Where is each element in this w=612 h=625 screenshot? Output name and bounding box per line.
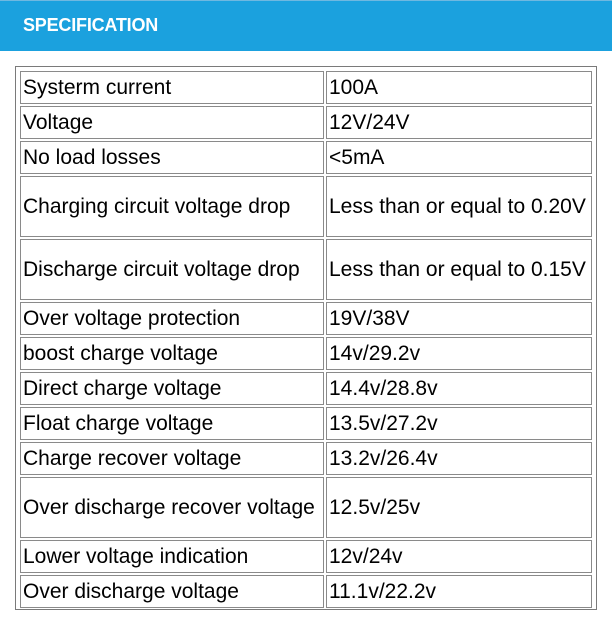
spec-value-cell: 12.5v/25v [326,477,592,538]
spec-name-cell: Direct charge voltage [20,372,324,405]
spec-name-cell: Over voltage protection [20,302,324,335]
table-row: boost charge voltage 14v/29.2v [20,337,592,370]
table-row: Over voltage protection 19V/38V [20,302,592,335]
spec-name-cell: Charging circuit voltage drop [20,176,324,237]
spec-value-cell: 11.1v/22.2v [326,575,592,608]
spec-value-cell: 19V/38V [326,302,592,335]
spec-value-cell: 12V/24V [326,106,592,139]
spec-value-cell: Less than or equal to 0.20V [326,176,592,237]
specification-header: SPECIFICATION [0,1,612,51]
spec-value-cell: 100A [326,71,592,104]
spec-name-cell: boost charge voltage [20,337,324,370]
specification-table-frame: Systerm current 100A Voltage 12V/24V No … [15,66,597,610]
table-row: Over discharge voltage 11.1v/22.2v [20,575,592,608]
spec-name-cell: Voltage [20,106,324,139]
table-row: Float charge voltage 13.5v/27.2v [20,407,592,440]
spec-name-cell: Over discharge voltage [20,575,324,608]
top-rule [0,0,612,1]
spec-value-cell: 13.2v/26.4v [326,442,592,475]
table-row: Charging circuit voltage drop Less than … [20,176,592,237]
table-row: Voltage 12V/24V [20,106,592,139]
spec-value-cell: 14v/29.2v [326,337,592,370]
table-row: Systerm current 100A [20,71,592,104]
spec-value-cell: Less than or equal to 0.15V [326,239,592,300]
specification-table: Systerm current 100A Voltage 12V/24V No … [18,69,594,610]
spec-name-cell: Discharge circuit voltage drop [20,239,324,300]
spec-name-cell: Systerm current [20,71,324,104]
table-row: Over discharge recover voltage 12.5v/25v [20,477,592,538]
spec-name-cell: Charge recover voltage [20,442,324,475]
spec-name-cell: No load losses [20,141,324,174]
section-title: SPECIFICATION [23,14,159,35]
table-row: Discharge circuit voltage drop Less than… [20,239,592,300]
spec-value-cell: 13.5v/27.2v [326,407,592,440]
spec-value-cell: <5mA [326,141,592,174]
spec-value-cell: 12v/24v [326,540,592,573]
spec-name-cell: Float charge voltage [20,407,324,440]
spec-name-cell: Over discharge recover voltage [20,477,324,538]
table-row: Charge recover voltage 13.2v/26.4v [20,442,592,475]
spec-value-cell: 14.4v/28.8v [326,372,592,405]
spec-name-cell: Lower voltage indication [20,540,324,573]
table-row: Lower voltage indication 12v/24v [20,540,592,573]
table-row: No load losses <5mA [20,141,592,174]
table-row: Direct charge voltage 14.4v/28.8v [20,372,592,405]
